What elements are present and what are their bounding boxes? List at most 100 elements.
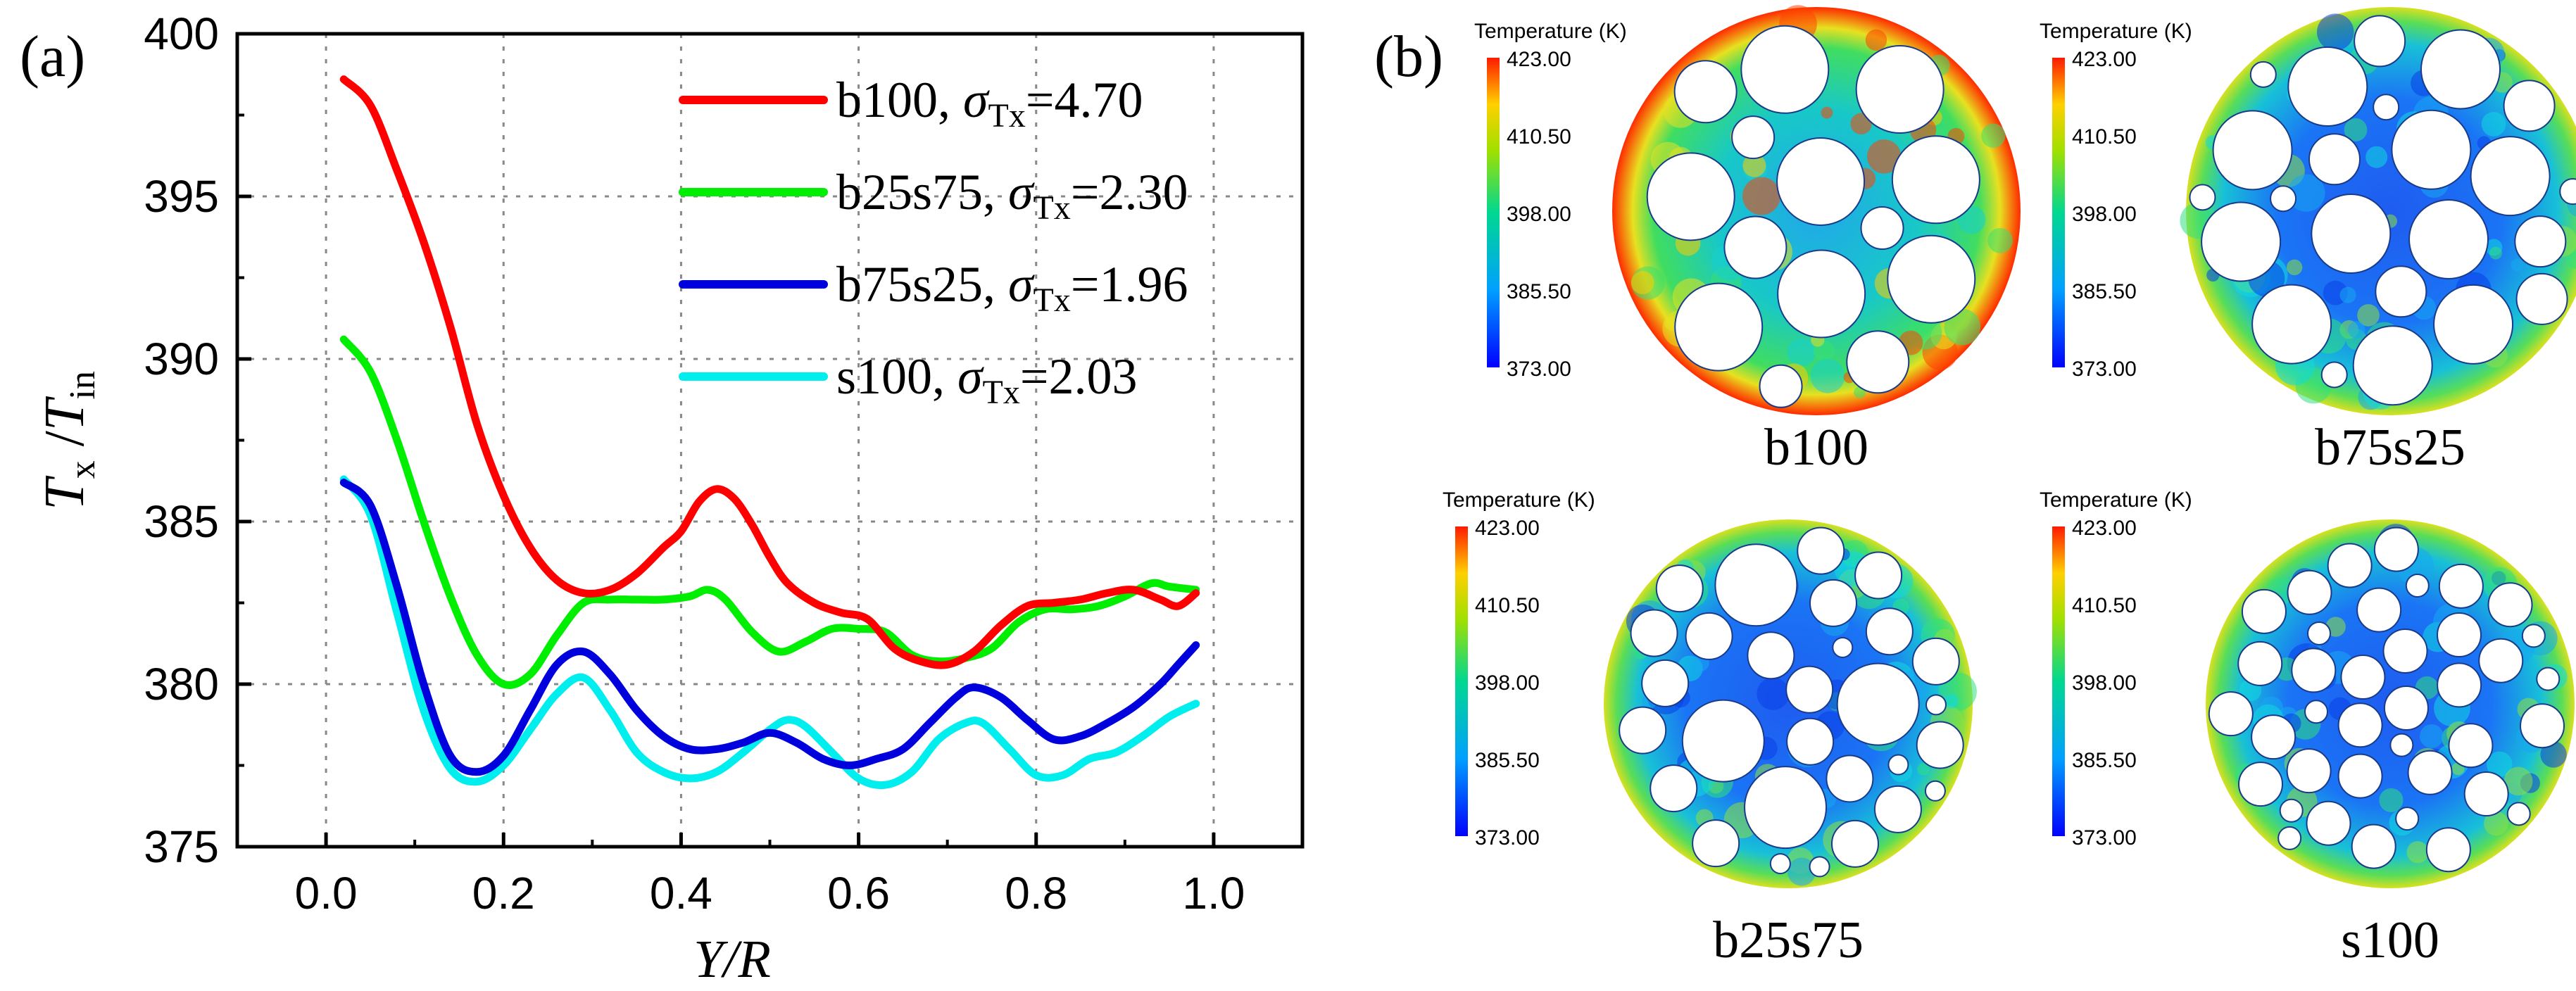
legend-sigma-value: =2.03 [1020,348,1138,405]
panel-a-label: (a) [20,24,85,89]
particle [2320,361,2348,389]
particle [1786,717,1835,766]
temperature-spot [2287,174,2325,212]
particle [2337,702,2383,748]
particle [2287,569,2332,615]
particle [1673,60,1738,124]
particle [2306,621,2331,645]
colorbar-tick-label: 385.50 [2072,749,2137,772]
colorbar-tick-label: 373.00 [1507,358,1571,381]
colorbar-tick-label: 398.00 [2072,203,2137,226]
y-axis-ticks: 375 380 385 390 395 400 [144,8,251,872]
particle [2383,686,2429,731]
temperature-spot [1757,677,1790,710]
particle [2470,136,2551,217]
particle [1809,579,1857,627]
colorbar-tick-label: 423.00 [1475,517,1540,540]
particle [1832,636,1854,658]
colorbar-tick-label: 385.50 [1507,280,1571,303]
colorbar-tick-label: 373.00 [2072,358,2137,381]
temperature-spot [1821,106,1833,119]
particle [2503,80,2556,132]
particle [2521,624,2546,648]
particle [2279,798,2304,823]
particle [2304,700,2328,724]
particle [2463,771,2509,817]
colorbar [1487,58,1500,367]
temperature-spot [1787,338,1816,367]
particle [2351,823,2396,869]
legend-sigma-sub: Tx [1033,282,1071,319]
particle [2420,29,2501,110]
particle [1630,609,1678,657]
temperature-spot [2540,741,2567,768]
temperature-spot [1810,358,1845,393]
particle [1785,665,1834,714]
particle [2291,648,2337,693]
particle [2208,691,2254,737]
particle [2354,15,2406,68]
series-line-b25s75 [339,335,1200,689]
legend-series-name: b25s75, [836,164,1008,220]
particle [2251,714,2297,760]
temperature-spot [1944,693,1959,709]
temperature-spot [2365,146,2388,168]
colorbar [2052,526,2065,836]
particle [2373,94,2400,121]
particle [2433,284,2514,365]
y-axis-label-main: T [34,475,96,510]
x-tick-label: 0.2 [472,868,535,919]
particle [1723,215,1788,279]
panel-b-label: (b) [1374,24,1443,89]
particle [1891,135,1980,225]
particle [1759,364,1803,408]
particle [2520,703,2565,749]
chart-series [339,75,1200,790]
legend-sigma: σ [957,348,984,405]
x-axis-label: Y/R [693,930,771,989]
colorbar-tick-label: 423.00 [2072,48,2137,71]
x-tick-label: 1.0 [1182,868,1245,919]
colorbar-title: Temperature (K) [1443,488,1595,512]
map-label-s100: s100 [2341,911,2439,969]
particle [1809,856,1830,878]
temperature-spot [2339,286,2356,303]
particle [2438,563,2484,609]
particle [1797,526,1845,575]
particle [1681,699,1765,783]
particle [2559,178,2576,206]
legend-series-name: s100, [836,348,957,405]
colorbar-tick-label: 410.50 [1507,125,1571,149]
legend-sigma-value: =2.30 [1071,164,1188,220]
colorbar [1455,526,1468,836]
particle [2382,629,2428,674]
particle [2251,284,2332,365]
legend-label-b25s75: b25s75, σTx=2.30 [836,164,1188,227]
temperature-spot [1987,228,2013,253]
particle [1855,45,1944,134]
colorbar-title: Temperature (K) [2040,488,2192,512]
legend-sigma-sub: Tx [983,374,1020,411]
particle [1650,764,1698,813]
map-label-b100: b100 [1764,419,1868,476]
temperature-spot [2566,251,2576,269]
particle [1826,755,1874,803]
temperature-spot [1742,177,1780,215]
series-line-b75s25 [339,479,1200,776]
particle [2308,133,2361,186]
particle [2487,582,2533,628]
particle [2212,110,2293,191]
temperature-spot [1742,153,1766,177]
map-label-b25s75: b25s75 [1713,911,1864,969]
particle [2408,198,2489,279]
temperature-spot [1981,123,2006,148]
colorbar-tick-label: 398.00 [1475,671,1540,695]
particle [1846,330,1910,394]
legend-sigma: σ [1008,164,1035,220]
colorbar-tick-label: 385.50 [2072,280,2137,303]
colorbar-tick-label: 373.00 [2072,826,2137,850]
temperature-spot [1944,308,1981,346]
particle [2437,612,2482,658]
temperature-spot [1867,139,1902,174]
